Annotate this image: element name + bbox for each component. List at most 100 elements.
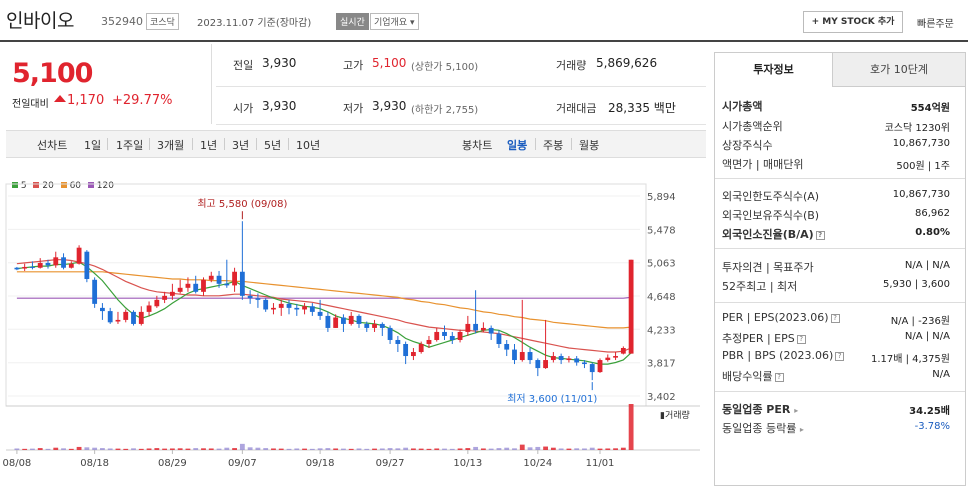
opinion-value: N/A | N/A [904, 260, 950, 271]
panel-divider [715, 391, 965, 392]
ma20-line [16, 259, 632, 353]
volume-bar [123, 448, 129, 450]
chart-toolbar [6, 130, 706, 158]
per-label-text: PER | EPS(2023.06) [722, 311, 829, 324]
period-5y[interactable]: 5년 [264, 139, 282, 152]
x-tick-label: 10/24 [523, 458, 552, 469]
volume-bar [154, 448, 160, 450]
volume-bar [271, 448, 276, 450]
price-chart[interactable]: 5,894 5,478 5,063 4,648 4,233 3,817 3,402 08/08… [0, 176, 706, 486]
period-3y[interactable]: 3년 [232, 139, 250, 152]
candle-body [302, 306, 307, 310]
candle-body [597, 360, 603, 373]
tab-invest-info[interactable]: 투자정보 [715, 53, 832, 87]
per-label: PER | EPS(2023.06)? [722, 311, 840, 324]
volume-bar [169, 448, 175, 450]
volume-bar [216, 448, 222, 450]
volume-bar [512, 448, 517, 450]
volume-bar [76, 446, 82, 450]
pbr-label-text: PBR | BPS (2023.06) [722, 349, 834, 362]
candle-body [30, 266, 35, 268]
candle-body [589, 364, 595, 373]
upper-limit: (상한가 5,100) [411, 62, 479, 73]
volume-bar [247, 447, 253, 450]
candle-body [333, 317, 339, 328]
toolbar-separator [256, 138, 257, 150]
candle-body [628, 259, 634, 354]
per-value: N/A | -236원 [890, 316, 950, 327]
period-10y[interactable]: 10년 [296, 139, 321, 152]
realtime-badge[interactable]: 실시간 [336, 13, 369, 30]
volume-bar [457, 448, 463, 450]
volume-bar [53, 447, 59, 450]
stock-header [0, 0, 968, 42]
volume-bar [597, 448, 603, 450]
candle-body [372, 323, 377, 328]
volume-bar [92, 447, 98, 450]
period-1y[interactable]: 1년 [200, 139, 218, 152]
volume-bar [550, 447, 556, 450]
company-info-dropdown[interactable]: 기업개요 ▾ [370, 13, 419, 30]
market-cap-label: 시가총액 [722, 100, 763, 113]
candle-body [348, 315, 354, 324]
volume-bar [100, 448, 105, 450]
industry-per-text: 동일업종 PER [722, 403, 791, 416]
help-icon[interactable]: ? [815, 230, 825, 240]
y-tick-label: 5,063 [647, 259, 676, 270]
candle-body [162, 295, 168, 300]
toolbar-separator [224, 138, 225, 150]
candle-body [465, 323, 471, 332]
volume-bar [628, 404, 634, 450]
y-tick-label: 3,402 [647, 392, 676, 403]
x-tick-label: 08/18 [80, 458, 109, 469]
face-value-label: 액면가 | 매매단위 [722, 158, 804, 171]
candle-daily[interactable]: 일봉 [507, 139, 528, 152]
toolbar-separator [149, 138, 150, 150]
volume-bar [465, 448, 471, 450]
tab-quote-10[interactable]: 호가 10단계 [832, 53, 965, 87]
candle-body [519, 352, 525, 361]
volume-bar [263, 448, 269, 450]
volume-bar [239, 443, 245, 450]
high-value: 5,100 [372, 56, 407, 70]
industry-per-label: 동일업종 PER ▸ [722, 401, 798, 417]
period-1w[interactable]: 1주일 [116, 139, 144, 152]
shares-value: 10,867,730 [892, 138, 950, 149]
volume-bar [348, 448, 354, 450]
x-tick-label: 11/01 [586, 458, 615, 469]
candle-body [138, 311, 144, 324]
help-icon[interactable]: ? [830, 313, 840, 323]
volume-bar [294, 448, 300, 450]
volume-label: ▮거래량 [660, 409, 690, 421]
candle-body [325, 315, 331, 328]
candle-body [457, 331, 463, 340]
volume-value: 5,869,626 [596, 56, 658, 70]
candle-monthly[interactable]: 월봉 [579, 139, 600, 152]
candle-body [263, 299, 269, 310]
ma5-swatch [12, 182, 18, 188]
candle-chart-label: 봉차트 [462, 139, 493, 152]
period-1d[interactable]: 1일 [84, 139, 102, 152]
period-3m[interactable]: 3개월 [157, 139, 185, 152]
help-icon[interactable]: ? [796, 334, 806, 344]
volume-bar [395, 448, 401, 450]
pbr-label: PBR | BPS (2023.06)? [722, 349, 845, 362]
volume-bar [177, 448, 183, 450]
y-tick-label: 4,648 [647, 292, 676, 303]
help-icon[interactable]: ? [774, 372, 784, 382]
quick-order-button[interactable]: 빠른주문 [917, 19, 954, 30]
volume-bar [403, 447, 409, 450]
my-stock-add-button[interactable]: + MY STOCK 추가 [803, 11, 903, 33]
volume-bar [341, 448, 346, 450]
candle-body [201, 279, 206, 292]
change-value: 1,170 [67, 93, 105, 108]
x-tick-label: 08/29 [158, 458, 187, 469]
candle-body [550, 356, 556, 361]
candle-weekly[interactable]: 주봉 [543, 139, 564, 152]
volume-bar [309, 448, 315, 450]
volume-bar [535, 446, 541, 450]
candle-body [216, 275, 222, 284]
volume-bar [286, 448, 292, 450]
help-icon[interactable]: ? [835, 351, 845, 361]
current-price: 5,100 [12, 58, 93, 89]
